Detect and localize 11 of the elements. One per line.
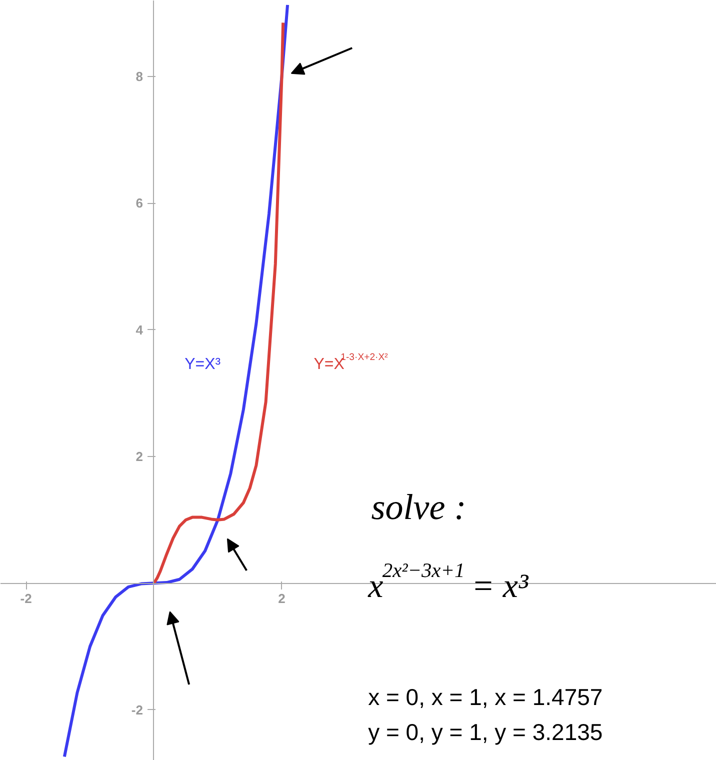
series-label: Y=X³	[184, 356, 222, 374]
y-tick-label: 8	[136, 69, 143, 84]
y-tick-label: 2	[136, 449, 143, 464]
y-tick-label: 4	[136, 322, 144, 338]
y-tick-label: -2	[131, 702, 143, 718]
line-series	[152, 21, 285, 585]
annotation: solve :	[371, 487, 466, 528]
annotation: x = 0, x = 1, x = 1.4757	[368, 684, 603, 710]
annotation: y = 0, y = 1, y = 3.2135	[368, 719, 603, 745]
y-tick-label: 6	[136, 196, 143, 211]
line-series	[62, 3, 290, 758]
